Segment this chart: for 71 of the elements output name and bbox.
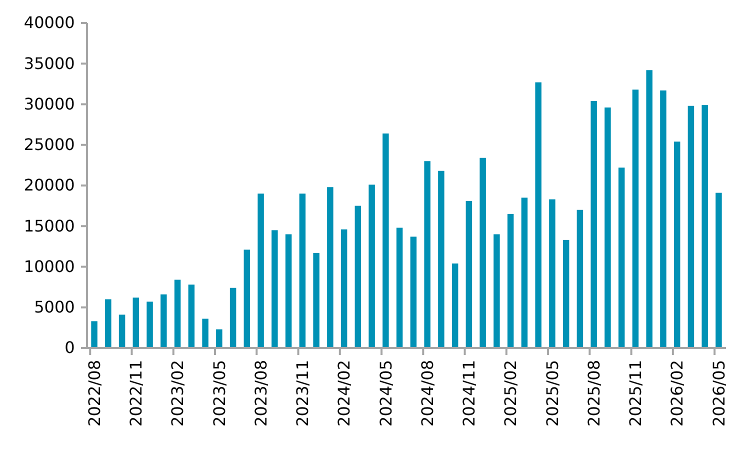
bar — [424, 161, 430, 348]
bar — [646, 70, 652, 348]
bar — [272, 230, 278, 348]
bar — [354, 206, 362, 348]
bar — [216, 329, 222, 348]
x-tick-label: 2022/11 — [126, 360, 146, 426]
bar — [494, 234, 500, 348]
bar — [562, 240, 570, 348]
bar — [160, 294, 167, 348]
bar — [535, 82, 542, 348]
bar — [174, 280, 181, 348]
x-tick-label: 2026/02 — [668, 360, 687, 426]
y-tick-label: 20000 — [24, 176, 75, 195]
y-tick-label: 0 — [64, 338, 75, 358]
x-tick-label: 2023/05 — [210, 360, 229, 426]
bar — [340, 229, 348, 348]
x-tick-label: 2025/02 — [501, 360, 520, 426]
bar — [146, 302, 153, 348]
bar — [702, 105, 708, 348]
x-tick-label: 2024/02 — [334, 360, 354, 426]
x-tick-label: 2023/08 — [251, 360, 270, 426]
y-tick-label: 40000 — [24, 13, 75, 32]
bar — [382, 134, 389, 348]
bar — [202, 318, 208, 348]
bar — [118, 314, 126, 348]
bar — [507, 214, 514, 348]
bar — [549, 199, 556, 348]
bar — [688, 106, 694, 348]
bar — [396, 228, 403, 348]
bar — [618, 168, 625, 348]
bar — [285, 234, 292, 348]
bar — [604, 108, 611, 348]
x-tick-label: 2023/11 — [293, 360, 312, 426]
bar — [299, 194, 306, 348]
y-tick-label: 35000 — [24, 54, 75, 73]
x-tick-label: 2025/11 — [626, 360, 646, 426]
bar — [105, 299, 112, 348]
bar — [452, 264, 458, 348]
bar — [521, 198, 528, 348]
x-tick-label: 2024/11 — [460, 360, 479, 426]
y-tick-label: 5000 — [34, 297, 75, 316]
x-tick-label: 2022/08 — [84, 360, 104, 426]
bar — [660, 90, 666, 348]
bar — [576, 210, 584, 348]
bar — [438, 170, 444, 348]
bar — [188, 284, 195, 348]
y-tick-label: 30000 — [24, 94, 75, 114]
bar — [313, 252, 320, 348]
x-tick-label: 2024/08 — [418, 360, 437, 426]
x-tick-label: 2025/05 — [542, 360, 562, 426]
bar — [244, 250, 250, 348]
y-tick-label: 25000 — [24, 134, 75, 154]
bar — [674, 142, 680, 348]
bar — [632, 90, 639, 348]
y-tick-label: 15000 — [24, 216, 75, 236]
bar — [258, 194, 264, 348]
bar — [480, 158, 486, 348]
bar — [466, 200, 472, 348]
bar — [230, 288, 236, 348]
x-tick-label: 2024/05 — [376, 360, 396, 426]
x-tick-label: 2023/02 — [168, 360, 188, 426]
bar — [91, 321, 98, 348]
bar — [410, 236, 417, 348]
bar — [327, 187, 334, 348]
bar — [368, 184, 375, 348]
x-tick-label: 2026/05 — [709, 360, 728, 426]
bar — [132, 298, 140, 348]
x-tick-label: 2025/08 — [584, 360, 604, 426]
bar — [716, 192, 722, 348]
bar — [590, 101, 597, 348]
y-tick-label: 10000 — [24, 256, 75, 276]
